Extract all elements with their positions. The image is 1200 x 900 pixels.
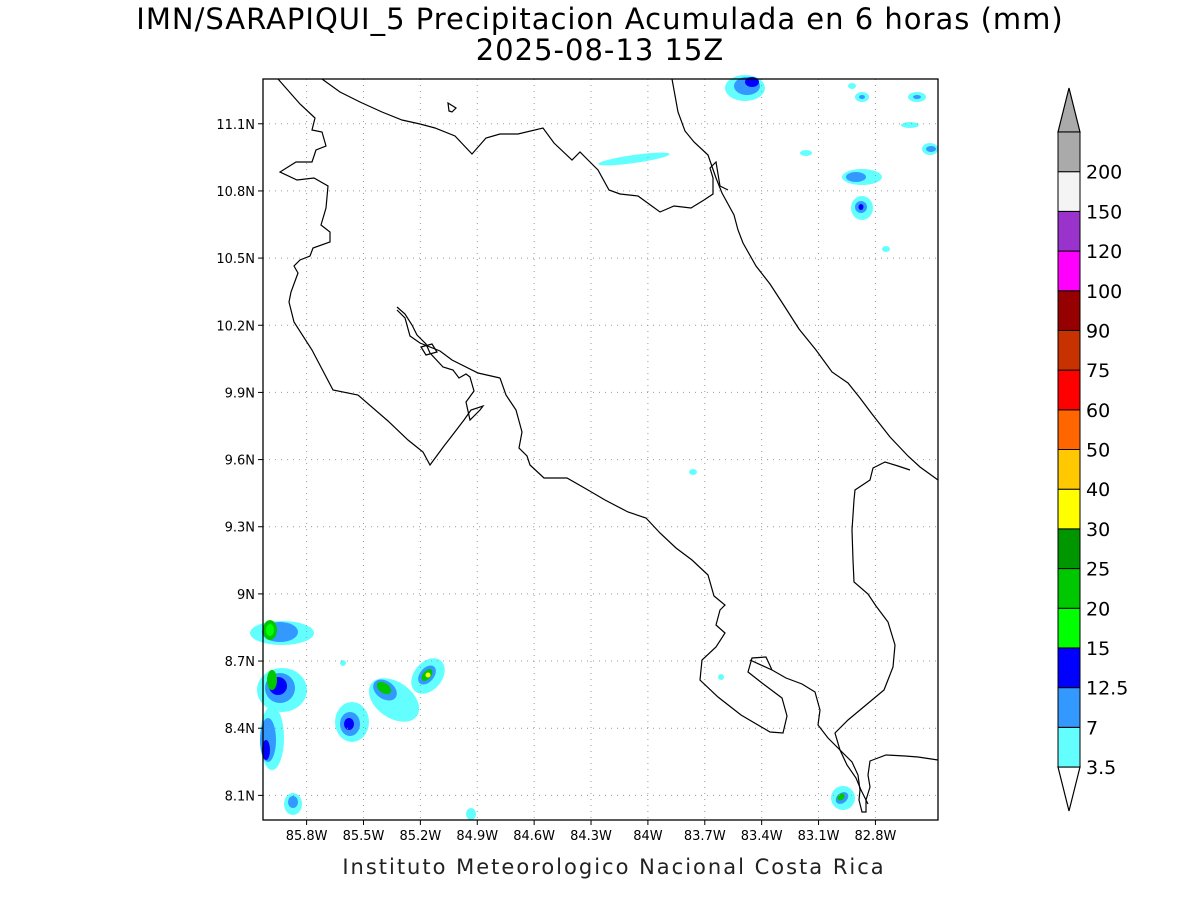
lat-tick-label: 9.6N bbox=[225, 454, 255, 469]
lon-tick-label: 85.8W bbox=[286, 829, 328, 844]
lat-tick-labels: 8.1N 8.4N 8.7N 9N 9.3N 9.6N 9.9N 10.2N 10.5N 10.8… bbox=[216, 118, 263, 804]
colorbar-label: 3.5 bbox=[1086, 757, 1116, 779]
colorbar-label: 150 bbox=[1086, 201, 1122, 223]
colorbar-swatch bbox=[1057, 647, 1081, 689]
chart-title: IMN/SARAPIQUI_5 Precipitacion Acumulada … bbox=[0, 4, 1200, 66]
colorbar-label: 200 bbox=[1086, 162, 1122, 184]
lat-tick-label: 8.4N bbox=[225, 722, 255, 737]
colorbar-label: 20 bbox=[1086, 598, 1110, 620]
colorbar-label: 15 bbox=[1086, 638, 1110, 660]
colorbar-label: 40 bbox=[1086, 479, 1110, 501]
colorbar-over-arrow bbox=[1057, 87, 1081, 133]
colorbar-swatch bbox=[1057, 528, 1081, 570]
title-line-2: 2025-08-13 15Z bbox=[475, 33, 725, 67]
colorbar-swatch bbox=[1057, 726, 1081, 768]
lon-tick-label: 82.8W bbox=[855, 829, 897, 844]
colorbar-swatch bbox=[1057, 171, 1081, 212]
colorbar-label: 90 bbox=[1086, 320, 1110, 342]
lon-tick-label: 83.1W bbox=[798, 829, 840, 844]
colorbar-swatch bbox=[1057, 409, 1081, 450]
colorbar-label: 100 bbox=[1086, 281, 1122, 303]
colorbar-under-arrow bbox=[1057, 766, 1081, 812]
lon-tick-label: 84.9W bbox=[456, 829, 498, 844]
colorbar-swatch bbox=[1057, 568, 1081, 609]
colorbar-swatch bbox=[1057, 488, 1081, 530]
lat-tick-label: 11.1N bbox=[216, 118, 255, 133]
colorbar-label: 25 bbox=[1086, 559, 1110, 581]
lat-tick-label: 9.3N bbox=[225, 521, 255, 536]
lon-tick-label: 84.6W bbox=[513, 829, 555, 844]
colorbar-swatch bbox=[1057, 607, 1081, 649]
lon-tick-label: 85.5W bbox=[343, 829, 385, 844]
lat-tick-label: 10.5N bbox=[216, 252, 255, 267]
colorbar-label: 12.5 bbox=[1086, 678, 1128, 700]
colorbar: 3.5 7 12.5 15 20 25 30 40 50 60 75 90 100 120 150 200 bbox=[1057, 87, 1128, 812]
lon-tick-label: 84W bbox=[633, 829, 663, 844]
lat-tick-label: 8.1N bbox=[225, 789, 255, 804]
lon-tick-label: 85.2W bbox=[399, 829, 441, 844]
coastline bbox=[277, 78, 939, 813]
colorbar-swatch bbox=[1057, 290, 1081, 331]
colorbar-label: 75 bbox=[1086, 360, 1110, 382]
lon-tick-labels: 85.8W 85.5W 85.2W 84.9W 84.6W 84.3W 84W 83.7W 83… bbox=[286, 820, 897, 844]
colorbar-label: 30 bbox=[1086, 519, 1110, 541]
lat-tick-label: 10.8N bbox=[216, 185, 255, 200]
colorbar-swatch bbox=[1057, 210, 1081, 252]
footer-credit: Instituto Meteorologico Nacional Costa R… bbox=[342, 855, 886, 879]
colorbar-swatch bbox=[1057, 687, 1081, 728]
lon-tick-label: 83.4W bbox=[741, 829, 783, 844]
colorbar-label: 120 bbox=[1086, 241, 1122, 263]
lon-tick-label: 83.7W bbox=[684, 829, 726, 844]
lon-tick-label: 84.3W bbox=[570, 829, 612, 844]
colorbar-swatch bbox=[1057, 449, 1081, 490]
map-frame bbox=[262, 78, 939, 821]
colorbar-label: 7 bbox=[1086, 717, 1098, 739]
colorbar-swatch bbox=[1057, 329, 1081, 371]
precipitation-field bbox=[250, 75, 938, 820]
colorbar-swatch bbox=[1057, 250, 1081, 292]
colorbar-swatch bbox=[1057, 369, 1081, 411]
lat-tick-label: 9.9N bbox=[225, 386, 255, 401]
lat-tick-label: 10.2N bbox=[216, 319, 255, 334]
title-line-1: IMN/SARAPIQUI_5 Precipitacion Acumulada … bbox=[136, 2, 1064, 36]
colorbar-swatch bbox=[1057, 131, 1081, 173]
lat-tick-label: 9N bbox=[237, 588, 255, 603]
colorbar-label: 50 bbox=[1086, 440, 1110, 462]
colorbar-label: 60 bbox=[1086, 400, 1110, 422]
lat-tick-label: 8.7N bbox=[225, 655, 255, 670]
